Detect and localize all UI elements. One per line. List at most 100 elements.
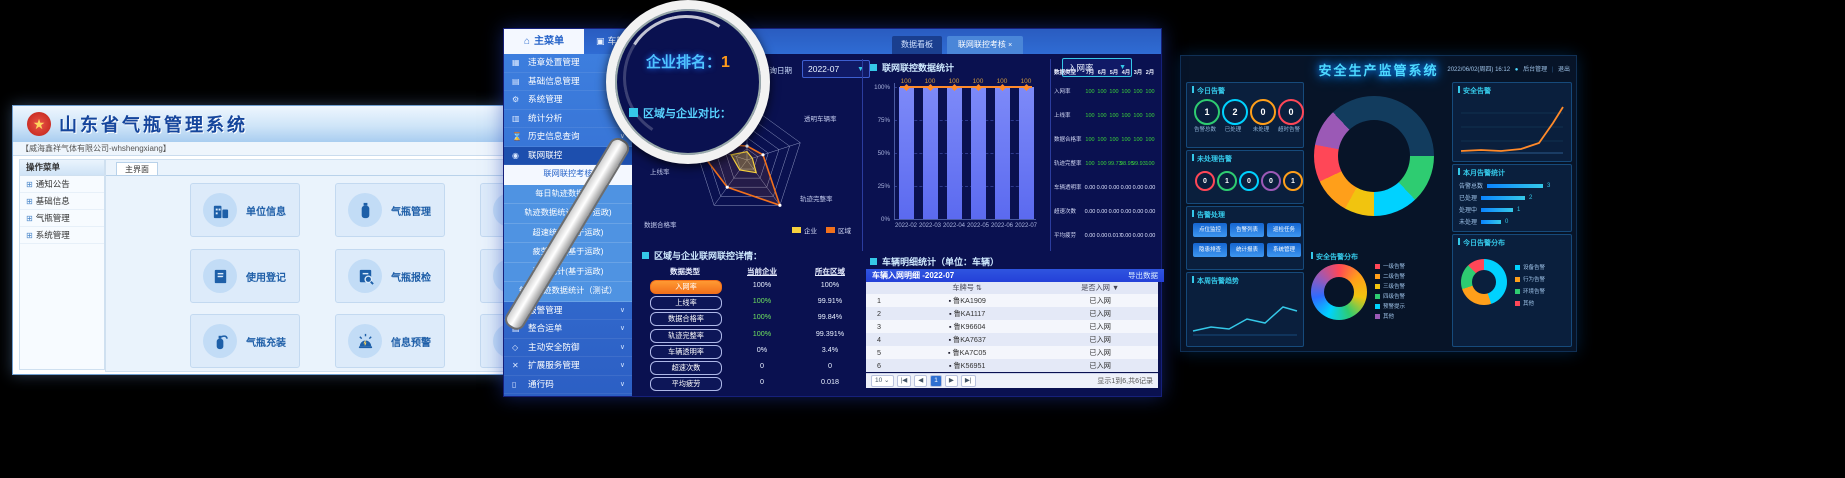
card-使用登记[interactable]: 使用登记	[190, 249, 300, 303]
metric-value: 100	[1145, 113, 1155, 119]
panel-safety-alarm: 安全告警	[1452, 82, 1572, 162]
submenu-item-漂移统计(基于运政)[interactable]: 漂移统计(基于运政)	[504, 262, 632, 282]
metric-button-轨迹完整率[interactable]: 轨迹完整率	[650, 328, 722, 343]
table-row[interactable]: 3 ▪ 鲁K96604 已入网	[866, 320, 1158, 333]
bar-2022-07[interactable]	[1018, 87, 1034, 219]
bar-2022-06[interactable]	[994, 87, 1010, 219]
metric-button-入网率[interactable]: 入网率	[650, 280, 722, 294]
legend-区域[interactable]: 区域	[826, 225, 851, 235]
sidebar-item-通行码[interactable]: ▯ 通行码 ∨	[504, 376, 632, 394]
month-col-3月: 3月	[1133, 70, 1143, 76]
table-row[interactable]: 5 ▪ 鲁KA7C05 已入网	[866, 346, 1158, 359]
action-button-巡检任务[interactable]: 巡检任务	[1267, 223, 1301, 237]
y-tick: 100%	[874, 84, 890, 91]
col-plate[interactable]: 车牌号 ⇅	[952, 283, 982, 292]
sidebar-item-基础信息[interactable]: ⊞ 基础信息	[20, 193, 104, 210]
card-信息预警[interactable]: 信息预警	[335, 314, 445, 368]
page-size-select[interactable]: 10 ⌄	[871, 375, 894, 387]
alarm-dist-donut	[1311, 264, 1367, 320]
metric-value: 0.00	[1144, 209, 1156, 215]
prev-page-button[interactable]: ◀	[914, 375, 928, 387]
close-icon[interactable]: ×	[1008, 42, 1013, 49]
logout-button[interactable]: 退出	[1557, 67, 1570, 73]
card-气瓶报检[interactable]: 气瓶报检	[335, 249, 445, 303]
card-气瓶充装[interactable]: 气瓶充装	[190, 314, 300, 368]
first-page-button[interactable]: |◀	[896, 375, 912, 387]
action-button-点位监控[interactable]: 点位监控	[1193, 223, 1227, 237]
tab-divider	[106, 175, 506, 176]
region-value: 99.391%	[815, 328, 845, 338]
action-button-隐患排查[interactable]: 隐患排查	[1193, 243, 1227, 257]
action-button-系统管理[interactable]: 系统管理	[1267, 243, 1301, 257]
sidebar-item-历史信息查询[interactable]: ⌛ 历史信息查询 ∨	[504, 128, 632, 147]
submenu-item-每日轨迹数据统计[interactable]: 每日轨迹数据统计	[504, 184, 632, 204]
query-date-dropdown[interactable]: 2022-07 ▼	[802, 60, 870, 78]
card-partial[interactable]	[480, 183, 506, 237]
action-button-告警列表[interactable]: 告警列表	[1230, 223, 1264, 237]
week-trend-chart	[1192, 306, 1298, 336]
action-button-统计报表[interactable]: 统计报表	[1230, 243, 1264, 257]
sort-icon[interactable]: ⇅	[975, 283, 982, 292]
bar-2022-02[interactable]	[898, 87, 914, 219]
plate-number: ▪ 鲁KA7C05	[947, 348, 987, 357]
card-partial[interactable]	[480, 314, 506, 368]
company-value: 0	[760, 377, 764, 387]
expand-plus-icon[interactable]: ⊞	[26, 197, 33, 206]
bar-2022-03[interactable]	[922, 87, 938, 219]
card-单位信息[interactable]: 单位信息	[190, 183, 300, 237]
sidebar-item-通知公告[interactable]: ⊞ 通知公告	[20, 176, 104, 193]
sidebar-item-气瓶管理[interactable]: ⊞ 气瓶管理	[20, 210, 104, 227]
col-status[interactable]: 是否入网 ▼	[1081, 283, 1120, 292]
bar-value: 100	[996, 78, 1008, 85]
stats-icon: ▥	[512, 113, 520, 123]
next-page-button[interactable]: ▶	[944, 375, 958, 387]
table-row[interactable]: 6 ▪ 鲁K56951 已入网	[866, 359, 1158, 372]
expand-plus-icon[interactable]: ⊞	[26, 180, 33, 189]
table-row[interactable]: 2 ▪ 鲁KA1117 已入网	[866, 307, 1158, 320]
card-气瓶管理[interactable]: 气瓶管理	[335, 183, 445, 237]
filter-icon[interactable]: ▼	[1111, 283, 1120, 292]
legend-swatch	[826, 227, 835, 233]
y-tick: 25%	[877, 183, 890, 190]
sidebar-item-系统管理[interactable]: ⊞ 系统管理	[20, 227, 104, 244]
month-col-数据类型: 数据类型	[1054, 70, 1077, 76]
export-data-button[interactable]: 导出数据	[1128, 271, 1158, 280]
tab-main[interactable]: 主界面	[116, 162, 158, 176]
tab-数据看板[interactable]: 数据看板	[892, 36, 942, 54]
tab-联网联控考核[interactable]: 联网联控考核 ×	[947, 36, 1023, 54]
metric-value: 100	[1085, 137, 1095, 143]
metric-value: 0.00	[1144, 185, 1156, 191]
expand-plus-icon[interactable]: ⊞	[26, 231, 33, 240]
page-number[interactable]: 1	[930, 375, 942, 387]
sidebar-item-扩展服务管理[interactable]: ✕ 扩展服务管理 ∨	[504, 357, 632, 376]
metric-value: 100	[1145, 137, 1155, 143]
metric-value: 0.00	[1132, 233, 1144, 239]
metric-button-超速次数[interactable]: 超速次数	[650, 361, 722, 375]
metric-value: 99.73	[1108, 161, 1122, 167]
sidebar-item-资料库[interactable]: ▣资料库 ∨	[504, 394, 632, 396]
panel-alarm-actions: 告警处理 点位监控 告警列表 巡检任务 隐患排查 统计报表 系统管理	[1186, 206, 1304, 270]
network-icon: ◉	[512, 150, 519, 160]
bar-2022-04[interactable]	[946, 87, 962, 219]
bar-2022-05[interactable]	[970, 87, 986, 219]
metric-button-车辆透明率[interactable]: 车辆透明率	[650, 344, 722, 359]
table-row[interactable]: 4 ▪ 鲁KA7637 已入网	[866, 333, 1158, 346]
metric-button-数据合格率[interactable]: 数据合格率	[650, 312, 722, 327]
metric-dropdown[interactable]: 入网率 ▼	[1062, 58, 1132, 77]
expand-plus-icon[interactable]: ⊞	[26, 214, 33, 223]
today-legend-其他: 其他	[1515, 299, 1534, 307]
metric-button-上线率[interactable]: 上线率	[650, 296, 722, 311]
col-company: 当前企业	[747, 267, 777, 276]
metric-value: 100	[1133, 89, 1143, 95]
main-menu-tab[interactable]: ⌂ 主菜单	[504, 29, 584, 54]
legend-企业[interactable]: 企业	[792, 225, 817, 235]
car-icon: ▪	[948, 335, 952, 344]
today-legend-设备告警: 设备告警	[1515, 263, 1545, 271]
sidebar-item-主动安全防御[interactable]: ◇ 主动安全防御 ∨	[504, 339, 632, 357]
metric-value: 0.00	[1096, 209, 1108, 215]
last-page-button[interactable]: ▶|	[960, 375, 976, 387]
metric-button-平均疲劳[interactable]: 平均疲劳	[650, 377, 722, 392]
table-row[interactable]: 1 ▪ 鲁KA1909 已入网	[866, 294, 1158, 307]
